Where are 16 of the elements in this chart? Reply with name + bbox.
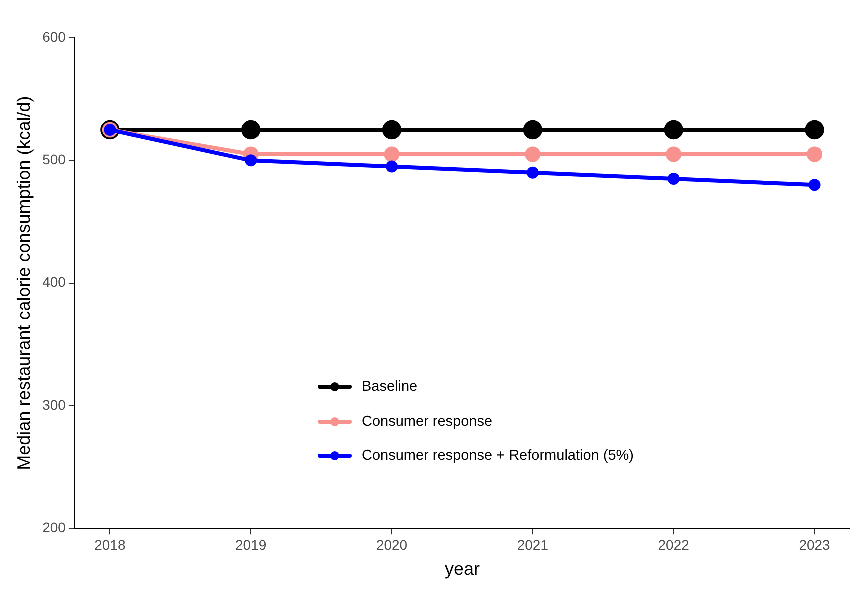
y-axis-title: Median restaurant calorie consumption (kcal/d): [14, 96, 34, 470]
x-tick-label: 2022: [658, 536, 690, 553]
legend-label: Consumer response + Reformulation (5%): [362, 448, 634, 464]
x-axis-title: year: [444, 559, 480, 580]
x-tick-label: 2018: [94, 536, 126, 553]
y-tick-label: 400: [42, 274, 66, 290]
y-tick-label: 300: [42, 396, 66, 413]
x-tick-label: 2023: [799, 536, 831, 553]
x-tick-label: 2019: [236, 536, 267, 553]
x-tick-label: 2020: [376, 536, 408, 553]
y-tick-label: 600: [42, 28, 66, 45]
x-tick-label: 2021: [517, 536, 549, 553]
legend-label: Consumer response: [362, 414, 493, 430]
y-tick-label: 500: [42, 152, 66, 168]
y-tick-label: 200: [42, 519, 66, 536]
legend-label: Baseline: [362, 379, 418, 396]
